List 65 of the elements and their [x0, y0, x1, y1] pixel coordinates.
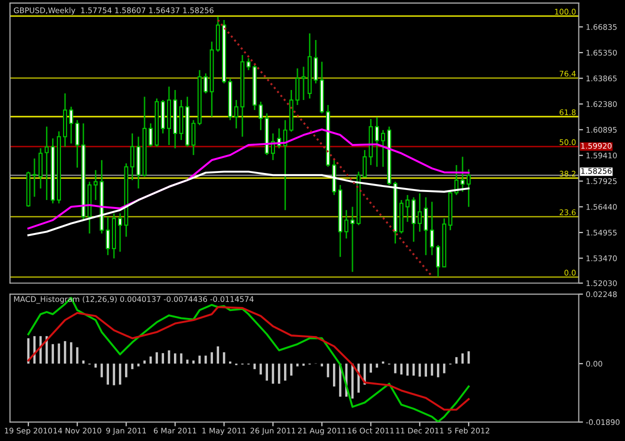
bar [260, 364, 262, 374]
bar [418, 364, 421, 377]
candlestick [106, 216, 110, 256]
candlestick [204, 72, 208, 94]
candlestick [374, 116, 379, 168]
bar [52, 344, 54, 364]
bar [468, 351, 470, 364]
candlestick [246, 58, 251, 71]
bar [150, 356, 152, 364]
bar [204, 356, 207, 364]
bar [180, 353, 182, 364]
bar [70, 342, 72, 364]
line-series [27, 306, 470, 411]
candlestick [405, 194, 410, 223]
bar [27, 338, 30, 364]
bar [296, 364, 299, 366]
candlestick [466, 168, 471, 208]
candlestick [148, 122, 153, 148]
candlestick [295, 68, 300, 106]
candlestick [130, 132, 134, 181]
bar [210, 352, 213, 364]
candlestick [94, 169, 98, 201]
candlestick [362, 149, 367, 178]
bar [412, 364, 415, 376]
bar [400, 364, 403, 374]
bar [394, 364, 396, 374]
bar [156, 352, 158, 364]
bar [100, 364, 103, 378]
bar [266, 364, 268, 381]
candlestick [38, 148, 43, 190]
candlestick [234, 99, 238, 130]
bar [125, 364, 128, 378]
bar [320, 364, 324, 366]
candlestick [75, 119, 80, 168]
candlestick [32, 158, 37, 198]
candlestick [424, 196, 428, 256]
candlestick [430, 201, 434, 256]
candlestick [381, 129, 386, 168]
candlestick [118, 212, 122, 252]
candlestick [436, 244, 440, 278]
candlestick [191, 119, 196, 156]
bar [76, 347, 78, 364]
bar [424, 364, 427, 377]
bar [332, 364, 336, 386]
candlestick [258, 101, 263, 131]
candlestick [69, 106, 74, 144]
bar [137, 364, 140, 366]
bar [443, 364, 446, 374]
bar [229, 361, 232, 364]
bar [94, 364, 97, 368]
bar [290, 364, 292, 376]
candlestick [44, 126, 49, 201]
candlestick [314, 39, 318, 84]
bar [186, 360, 188, 364]
bar [284, 364, 286, 381]
bar [106, 364, 109, 385]
candlestick [350, 206, 355, 273]
candlestick [412, 196, 416, 242]
candlestick [418, 192, 422, 232]
candlestick [344, 209, 348, 240]
bar [131, 364, 134, 370]
bar [253, 364, 256, 370]
bar [174, 353, 176, 364]
bar [370, 364, 372, 373]
candlestick [302, 66, 306, 101]
